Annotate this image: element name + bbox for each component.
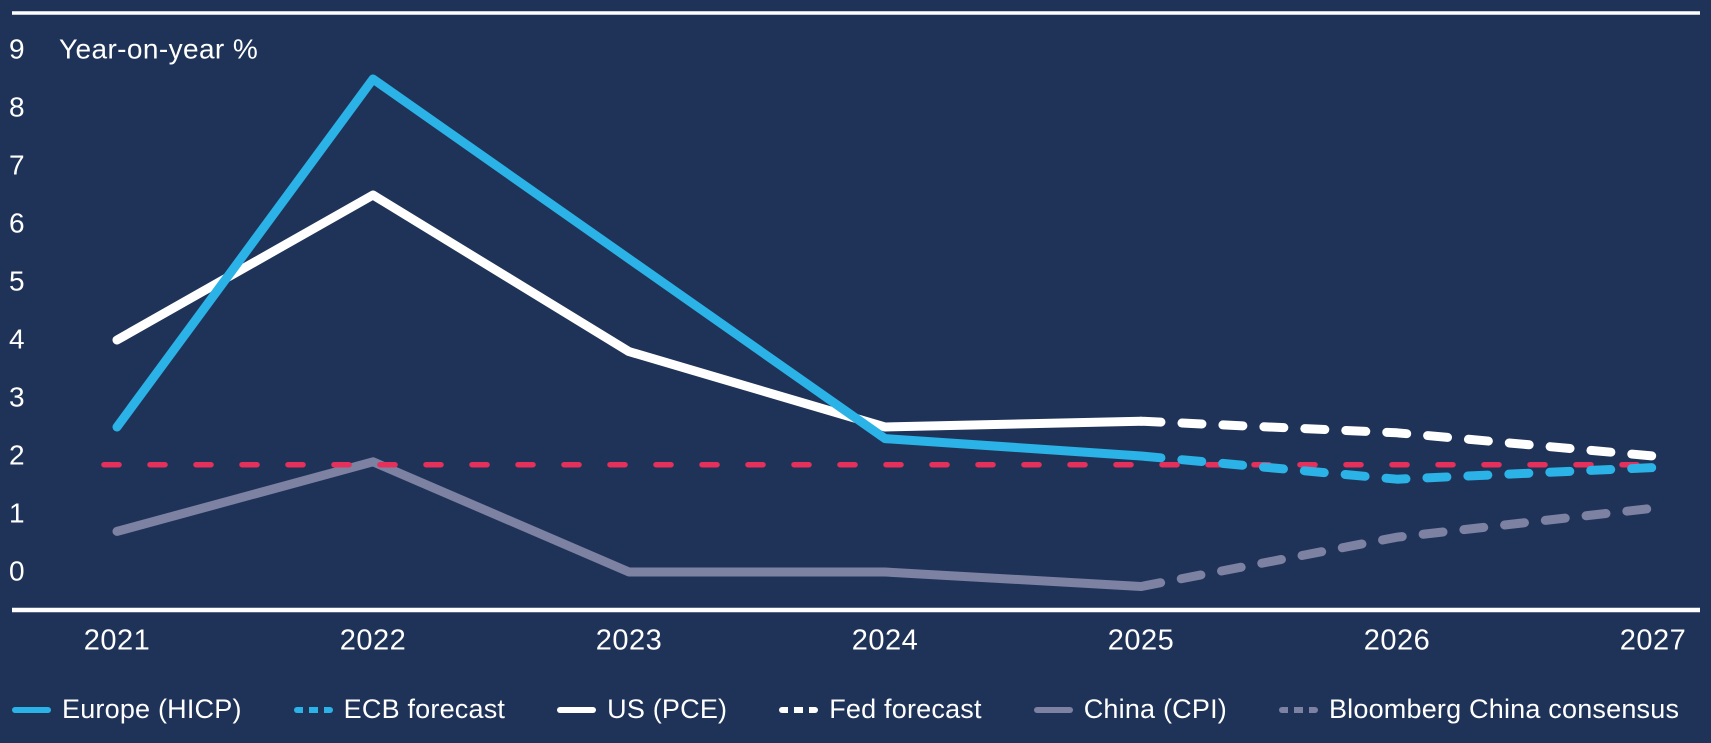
line-ecb-forecast — [1136, 451, 1658, 484]
legend-item-us-pce: US (PCE) — [557, 694, 727, 725]
legend-label-us-pce: US (PCE) — [607, 694, 728, 724]
legend-item-fed-forecast: Fed forecast — [779, 694, 982, 725]
y-tick-label-4: 4 — [9, 323, 25, 355]
x-tick-label-2027: 2027 — [1619, 624, 1687, 657]
x-tick-label-2023: 2023 — [595, 624, 663, 657]
y-tick-label-7: 7 — [9, 149, 25, 181]
x-tick-label-2024: 2024 — [851, 624, 919, 657]
us-pce-line-swatch — [557, 706, 597, 713]
line-europe-hicp — [112, 74, 1146, 461]
y-tick-label-8: 8 — [9, 91, 25, 123]
x-tick-label-2022: 2022 — [339, 624, 407, 657]
x-tick-label-2021: 2021 — [83, 624, 151, 657]
line-china-cpi — [112, 457, 1146, 591]
x-tick-label-2026: 2026 — [1363, 624, 1431, 657]
line-bloomberg-china-consensus — [1136, 503, 1658, 591]
x-tick-label-2025: 2025 — [1107, 624, 1175, 657]
chart-title: Year-on-year % — [59, 33, 259, 65]
bloomberg-china-consensus-line-swatch — [1278, 706, 1318, 713]
fed-forecast-line-swatch — [779, 706, 819, 713]
legend-item-ecb-forecast: ECB forecast — [293, 694, 506, 725]
y-tick-label-6: 6 — [9, 207, 25, 239]
line-fed-forecast — [1136, 416, 1658, 461]
legend-label-ecb-forecast: ECB forecast — [343, 694, 506, 724]
china-cpi-line-swatch — [1033, 706, 1073, 713]
legend-label-fed-forecast: Fed forecast — [829, 694, 982, 724]
chart-legend: Europe (HICP) ECB forecast US (PCE) Fed … — [12, 694, 1701, 725]
y-tick-label-0: 0 — [9, 555, 25, 587]
y-tick-label-1: 1 — [9, 497, 25, 529]
legend-item-europe-hicp: Europe (HICP) — [12, 694, 242, 725]
legend-label-china-cpi: China (CPI) — [1083, 694, 1227, 724]
line-us-pce — [112, 190, 1146, 432]
y-tick-label-3: 3 — [9, 381, 25, 413]
legend-label-europe-hicp: Europe (HICP) — [62, 694, 242, 724]
ecb-forecast-line-swatch — [293, 706, 333, 713]
legend-item-bloomberg-china-consensus: Bloomberg China consensus — [1278, 694, 1680, 725]
legend-label-bloomberg-china-consensus: Bloomberg China consensus — [1328, 694, 1680, 724]
y-tick-label-5: 5 — [9, 265, 25, 297]
y-tick-label-9: 9 — [9, 33, 25, 65]
y-tick-label-2: 2 — [9, 439, 25, 471]
legend-item-china-cpi: China (CPI) — [1033, 694, 1227, 725]
europe-hicp-line-swatch — [12, 706, 51, 713]
